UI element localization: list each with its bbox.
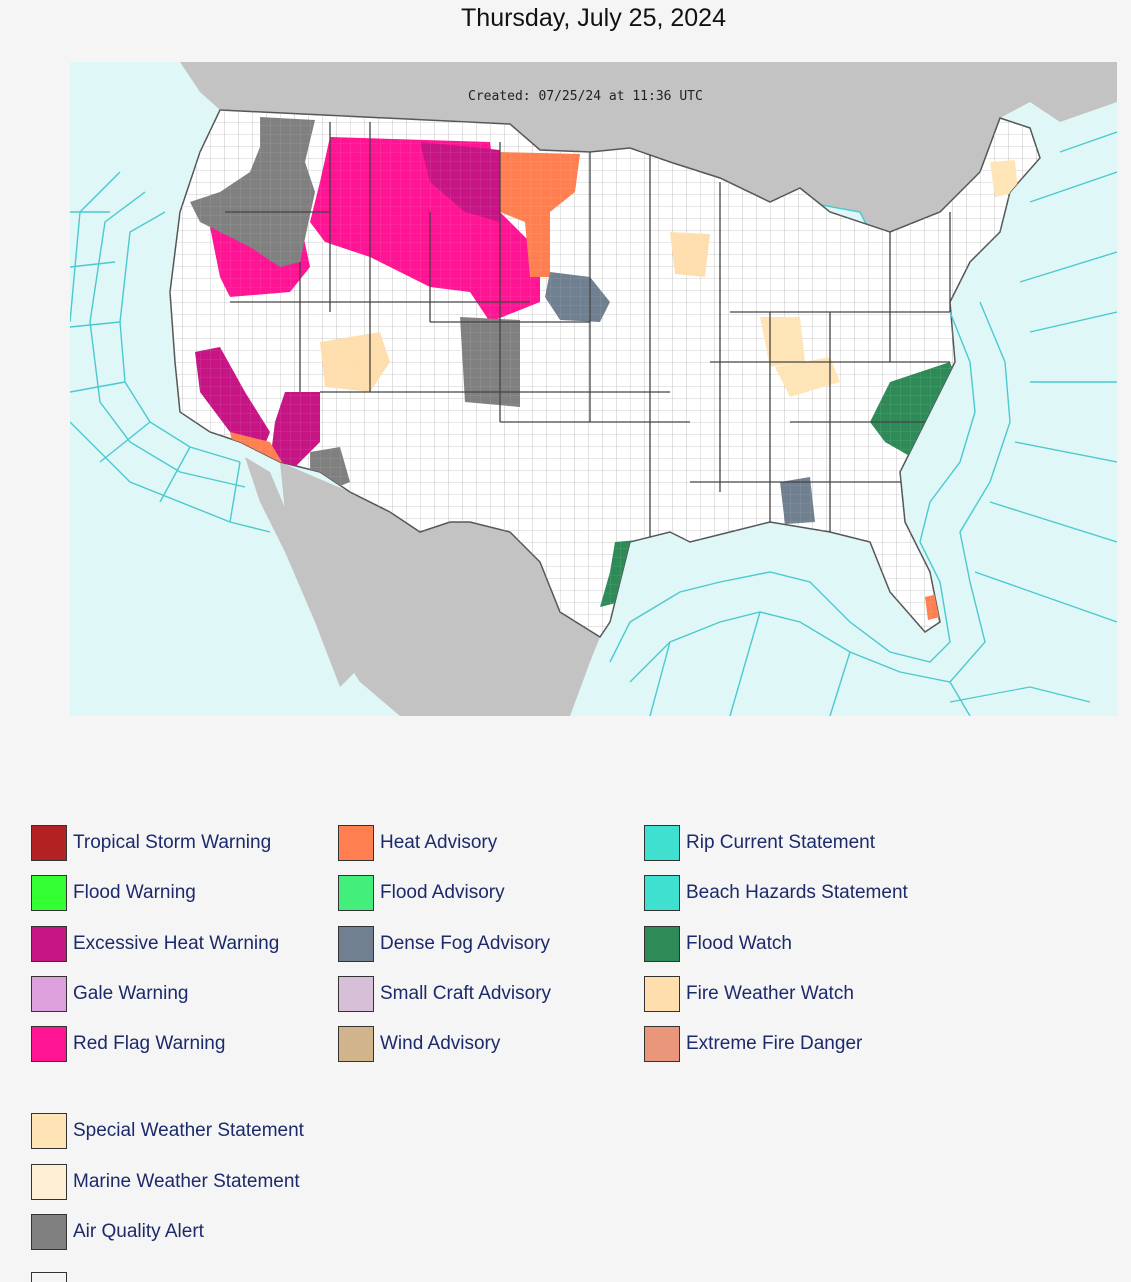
legend-item-flood-warning: Flood Warning (31, 874, 196, 912)
legend-swatch (644, 825, 680, 861)
legend-label: Air Quality Alert (73, 1221, 204, 1242)
legend-label: Extreme Fire Danger (686, 1033, 863, 1054)
legend-label: Tropical Storm Warning (73, 832, 272, 853)
legend-swatch (644, 875, 680, 911)
created-timestamp: Created: 07/25/24 at 11:36 UTC (468, 89, 703, 104)
map-canvas (70, 62, 1117, 716)
legend-item-partial (31, 1272, 67, 1282)
legend-item-extreme-fire-danger: Extreme Fire Danger (644, 1025, 862, 1063)
legend-swatch (338, 875, 374, 911)
legend-item-excessive-heat-warning: Excessive Heat Warning (31, 925, 279, 963)
legend-label: Small Craft Advisory (380, 983, 552, 1004)
warnings-map: Created: 07/25/24 at 11:36 UTC (70, 62, 1117, 716)
legend-item-tropical-storm-warning: Tropical Storm Warning (31, 824, 271, 862)
legend-swatch (31, 1026, 67, 1062)
legend-item-rip-current-statement: Rip Current Statement (644, 824, 875, 862)
legend-swatch (338, 825, 374, 861)
page-title: Thursday, July 25, 2024 (461, 4, 726, 32)
legend-item-beach-hazards-statement: Beach Hazards Statement (644, 874, 908, 912)
mexico-landmass (280, 462, 600, 716)
caribbean-outline (949, 686, 1091, 703)
legend-item-air-quality-alert: Air Quality Alert (31, 1213, 204, 1251)
legend-label: Flood Warning (73, 882, 196, 903)
legend-item-special-weather-statement: Special Weather Statement (31, 1112, 304, 1150)
legend-label: Flood Watch (686, 933, 792, 954)
legend-item-gale-warning: Gale Warning (31, 975, 188, 1013)
legend-item-marine-weather-statement: Marine Weather Statement (31, 1163, 300, 1201)
legend-swatch (644, 926, 680, 962)
legend-item-heat-advisory: Heat Advisory (338, 824, 497, 862)
legend-swatch (31, 1214, 67, 1250)
legend-label: Flood Advisory (380, 882, 505, 903)
legend-swatch (338, 926, 374, 962)
legend-swatch (31, 825, 67, 861)
legend-item-wind-advisory: Wind Advisory (338, 1025, 500, 1063)
legend-label: Beach Hazards Statement (686, 882, 908, 903)
canada-landmass (70, 62, 1117, 232)
legend-swatch (644, 1026, 680, 1062)
legend-label: Special Weather Statement (73, 1120, 304, 1141)
baja-peninsula (245, 457, 355, 687)
legend-label: Excessive Heat Warning (73, 933, 280, 954)
legend-item-fire-weather-watch: Fire Weather Watch (644, 975, 854, 1013)
legend-label: Gale Warning (73, 983, 189, 1004)
legend-label: Marine Weather Statement (73, 1171, 300, 1192)
legend-item-flood-advisory: Flood Advisory (338, 874, 505, 912)
legend-swatch (31, 1164, 67, 1200)
legend-item-flood-watch: Flood Watch (644, 925, 792, 963)
legend-label: Rip Current Statement (686, 832, 876, 853)
legend-swatch (31, 926, 67, 962)
legend-label: Fire Weather Watch (686, 983, 854, 1004)
legend-item-dense-fog-advisory: Dense Fog Advisory (338, 925, 550, 963)
legend-swatch (644, 976, 680, 1012)
legend-item-small-craft-advisory: Small Craft Advisory (338, 975, 551, 1013)
legend-swatch (31, 976, 67, 1012)
legend-swatch (338, 1026, 374, 1062)
legend-swatch (31, 1113, 67, 1149)
legend-swatch (31, 875, 67, 911)
legend-label: Red Flag Warning (73, 1033, 226, 1054)
legend-label: Heat Advisory (380, 832, 498, 853)
legend-label: Wind Advisory (380, 1033, 501, 1054)
legend-swatch (338, 976, 374, 1012)
legend-item-red-flag-warning: Red Flag Warning (31, 1025, 225, 1063)
legend-label: Dense Fog Advisory (380, 933, 551, 954)
